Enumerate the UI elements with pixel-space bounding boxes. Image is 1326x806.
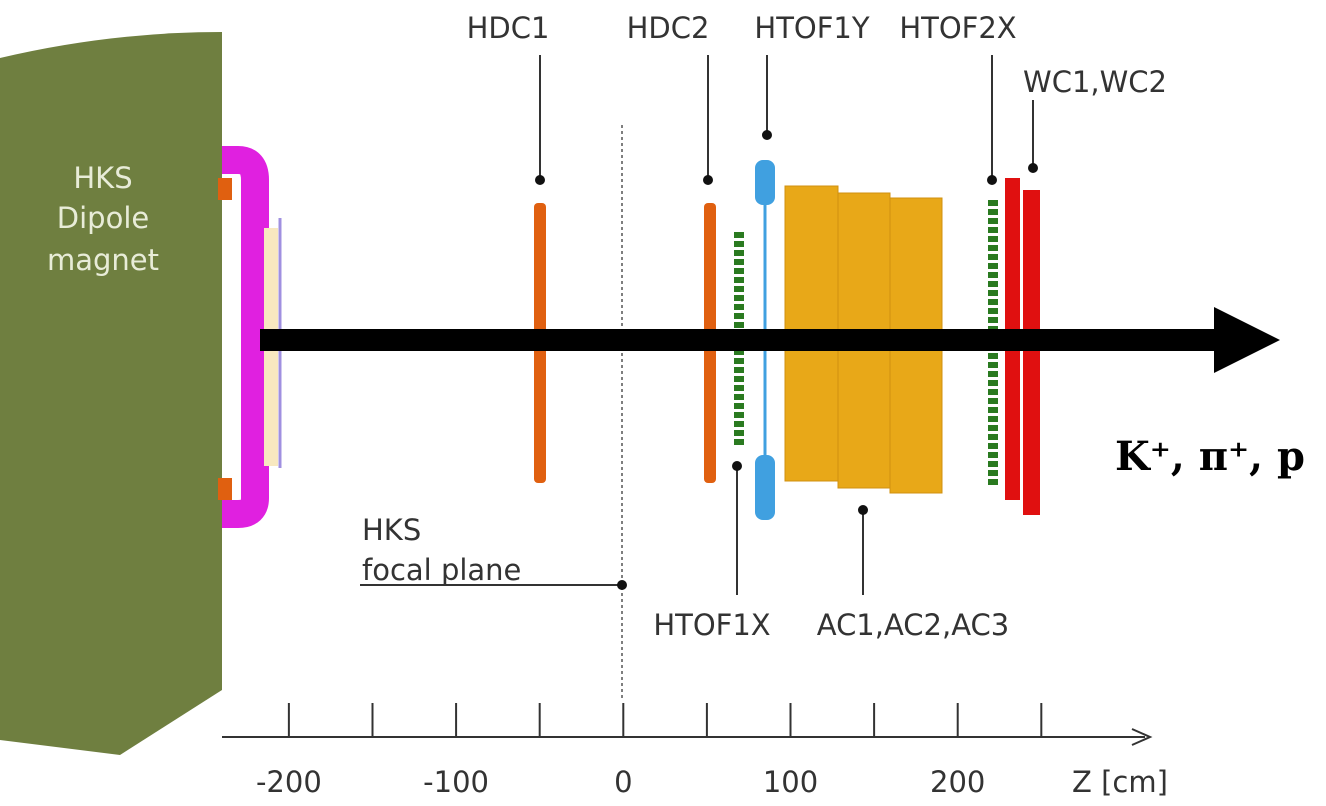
magnet — [0, 32, 222, 755]
dot — [1028, 163, 1038, 173]
focal-label: focal plane — [362, 553, 521, 587]
label: WC1,WC2 — [1023, 65, 1167, 99]
wc2 — [1023, 190, 1040, 515]
label: HTOF2X — [899, 11, 1016, 45]
label: HTOF1Y — [754, 11, 869, 45]
label: HDC1 — [467, 11, 550, 45]
label: AC1,AC2,AC3 — [817, 608, 1010, 642]
coil — [218, 478, 232, 500]
dot — [535, 175, 545, 185]
tick-label: 100 — [763, 765, 818, 799]
dot — [703, 175, 713, 185]
focal-label: HKS — [362, 513, 421, 547]
coil — [218, 178, 232, 200]
label: HDC2 — [627, 11, 710, 45]
magnet-label: magnet — [47, 243, 159, 277]
tick-label: -200 — [256, 765, 322, 799]
dot — [987, 175, 997, 185]
dot — [762, 130, 772, 140]
tick-label: 200 — [930, 765, 985, 799]
label: HTOF1X — [653, 608, 770, 642]
particles: K⁺, π⁺, p — [1115, 433, 1305, 480]
yoke — [222, 146, 269, 528]
tick-label: 0 — [614, 765, 632, 799]
arrow-head — [1214, 307, 1280, 373]
pmt — [755, 455, 775, 520]
dot — [732, 461, 742, 471]
pmt — [755, 160, 775, 205]
dot — [617, 580, 627, 590]
axis-arrow — [1131, 728, 1153, 746]
magnet-label: Dipole — [57, 201, 149, 235]
magnet-label: HKS — [73, 161, 132, 195]
axis-label: Z [cm] — [1072, 765, 1168, 799]
dot — [858, 505, 868, 515]
tick-label: -100 — [423, 765, 489, 799]
